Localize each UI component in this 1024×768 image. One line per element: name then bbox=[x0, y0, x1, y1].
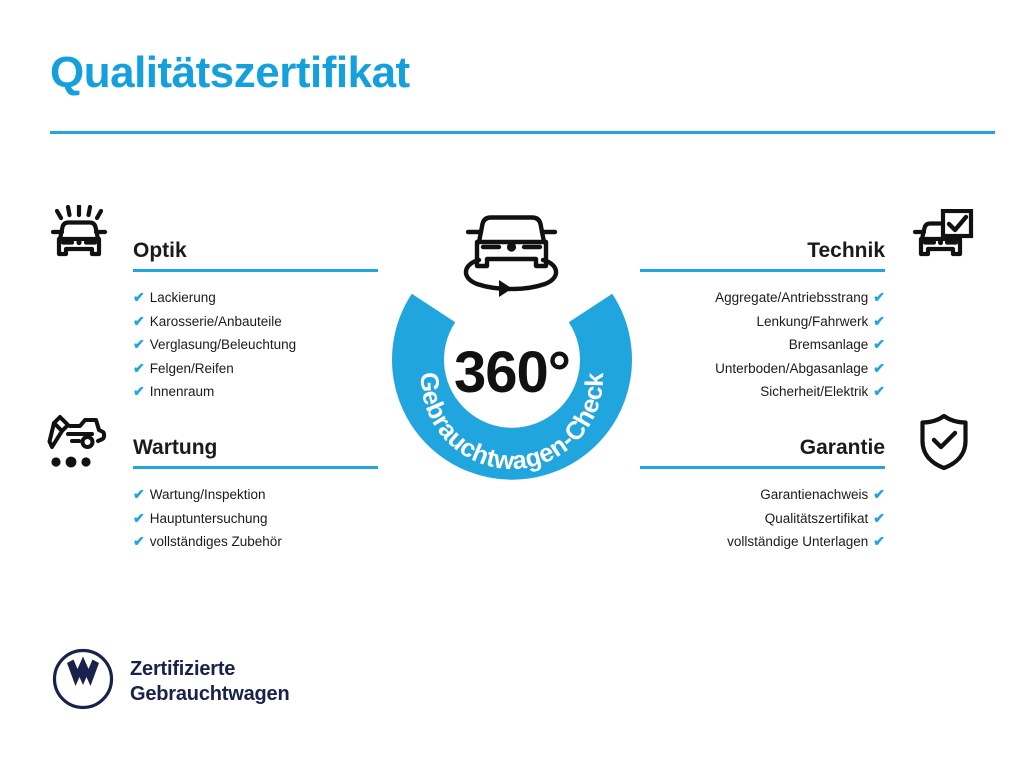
list-item-label: vollständige Unterlagen bbox=[727, 534, 869, 549]
checklist-wartung: ✔ Wartung/Inspektion ✔ Hauptuntersuchung… bbox=[133, 483, 378, 554]
header-divider bbox=[50, 131, 995, 134]
check-icon: ✔ bbox=[133, 533, 145, 549]
vw-logo bbox=[52, 648, 114, 715]
check-icon: ✔ bbox=[133, 312, 145, 329]
checklist-garantie: Garantienachweis ✔ Qualitätszertifikat ✔… bbox=[640, 483, 885, 554]
list-item: Qualitätszertifikat ✔ bbox=[640, 507, 885, 531]
vw-brand-text: Zertifizierte Gebrauchtwagen bbox=[130, 657, 290, 707]
badge-center-label: 360° bbox=[454, 340, 570, 405]
list-item-label: Bremsanlage bbox=[788, 337, 869, 352]
360-badge: Gebrauchtwagen-Check 360° bbox=[381, 196, 643, 486]
section-divider-garantie bbox=[640, 466, 885, 469]
list-item: Lenkung/Fahrwerk ✔ bbox=[640, 310, 885, 334]
list-item-label: vollständiges Zubehör bbox=[149, 534, 282, 549]
check-icon: ✔ bbox=[133, 383, 145, 399]
list-item-label: Garantienachweis bbox=[760, 487, 869, 502]
list-item-label: Innenraum bbox=[149, 384, 215, 399]
list-item-label: Lenkung/Fahrwerk bbox=[756, 313, 869, 329]
shield-check-icon bbox=[918, 413, 970, 475]
section-wartung: Wartung ✔ Wartung/Inspektion ✔ Hauptunte… bbox=[133, 435, 378, 554]
list-item-label: Aggregate/Antriebsstrang bbox=[715, 290, 869, 305]
car-shine-icon bbox=[46, 203, 108, 272]
list-item: Aggregate/Antriebsstrang ✔ bbox=[640, 286, 885, 310]
vw-brand-lockup: Zertifizierte Gebrauchtwagen bbox=[52, 648, 290, 715]
check-icon: ✔ bbox=[873, 533, 885, 549]
section-title-optik: Optik bbox=[133, 239, 187, 262]
check-icon: ✔ bbox=[873, 336, 885, 352]
list-item: Garantienachweis ✔ bbox=[640, 483, 885, 507]
list-item: ✔ Hauptuntersuchung bbox=[133, 507, 378, 531]
section-garantie: Garantie Garantienachweis ✔ Qualitätszer… bbox=[640, 435, 885, 554]
check-icon: ✔ bbox=[873, 486, 885, 502]
list-item-label: Qualitätszertifikat bbox=[764, 510, 869, 526]
list-item: Sicherheit/Elektrik ✔ bbox=[640, 380, 885, 404]
list-item-label: Sicherheit/Elektrik bbox=[760, 384, 869, 399]
section-divider-wartung bbox=[133, 466, 378, 469]
list-item-label: Verglasung/Beleuchtung bbox=[149, 337, 297, 352]
section-title-wartung: Wartung bbox=[133, 436, 218, 459]
list-item: ✔ vollständiges Zubehör bbox=[133, 530, 378, 554]
check-icon: ✔ bbox=[133, 509, 145, 526]
section-optik: Optik ✔ Lackierung ✔ Karosserie/Anbautei… bbox=[133, 238, 378, 404]
checklist-technik: Aggregate/Antriebsstrang ✔ Lenkung/Fahrw… bbox=[640, 286, 885, 404]
list-item-label: Unterboden/Abgasanlage bbox=[715, 360, 869, 376]
check-icon: ✔ bbox=[873, 359, 885, 376]
section-title-technik: Technik bbox=[807, 239, 885, 262]
section-divider-technik bbox=[640, 269, 885, 272]
check-icon: ✔ bbox=[133, 359, 145, 376]
car-service-pencil-icon bbox=[46, 414, 108, 477]
list-item: ✔ Felgen/Reifen bbox=[133, 357, 378, 381]
check-icon: ✔ bbox=[873, 289, 885, 305]
check-icon: ✔ bbox=[133, 336, 145, 352]
check-icon: ✔ bbox=[873, 312, 885, 329]
section-technik: Technik Aggregate/Antriebsstrang ✔ Lenku… bbox=[640, 238, 885, 404]
vw-brand-line1: Zertifizierte bbox=[130, 657, 236, 680]
check-icon: ✔ bbox=[873, 509, 885, 526]
list-item-label: Wartung/Inspektion bbox=[149, 487, 266, 502]
page-title: Qualitätszertifikat bbox=[50, 48, 410, 97]
car-checkbox-icon bbox=[912, 208, 974, 270]
section-divider-optik bbox=[133, 269, 378, 272]
list-item: ✔ Innenraum bbox=[133, 380, 378, 404]
list-item: ✔ Karosserie/Anbauteile bbox=[133, 310, 378, 334]
badge-ring bbox=[392, 293, 632, 480]
list-item-label: Karosserie/Anbauteile bbox=[149, 313, 282, 329]
list-item-label: Lackierung bbox=[149, 290, 216, 305]
section-title-garantie: Garantie bbox=[799, 436, 885, 459]
check-icon: ✔ bbox=[873, 383, 885, 399]
vw-brand-line2: Gebrauchtwagen bbox=[130, 682, 290, 705]
list-item: Unterboden/Abgasanlage ✔ bbox=[640, 357, 885, 381]
list-item-label: Felgen/Reifen bbox=[149, 360, 234, 376]
check-icon: ✔ bbox=[133, 486, 145, 502]
list-item-label: Hauptuntersuchung bbox=[149, 510, 268, 526]
list-item: Bremsanlage ✔ bbox=[640, 333, 885, 357]
list-item: ✔ Wartung/Inspektion bbox=[133, 483, 378, 507]
checklist-optik: ✔ Lackierung ✔ Karosserie/Anbauteile ✔ V… bbox=[133, 286, 378, 404]
car-rotate-icon bbox=[463, 215, 559, 297]
list-item: ✔ Lackierung bbox=[133, 286, 378, 310]
check-icon: ✔ bbox=[133, 289, 145, 305]
list-item: vollständige Unterlagen ✔ bbox=[640, 530, 885, 554]
list-item: ✔ Verglasung/Beleuchtung bbox=[133, 333, 378, 357]
